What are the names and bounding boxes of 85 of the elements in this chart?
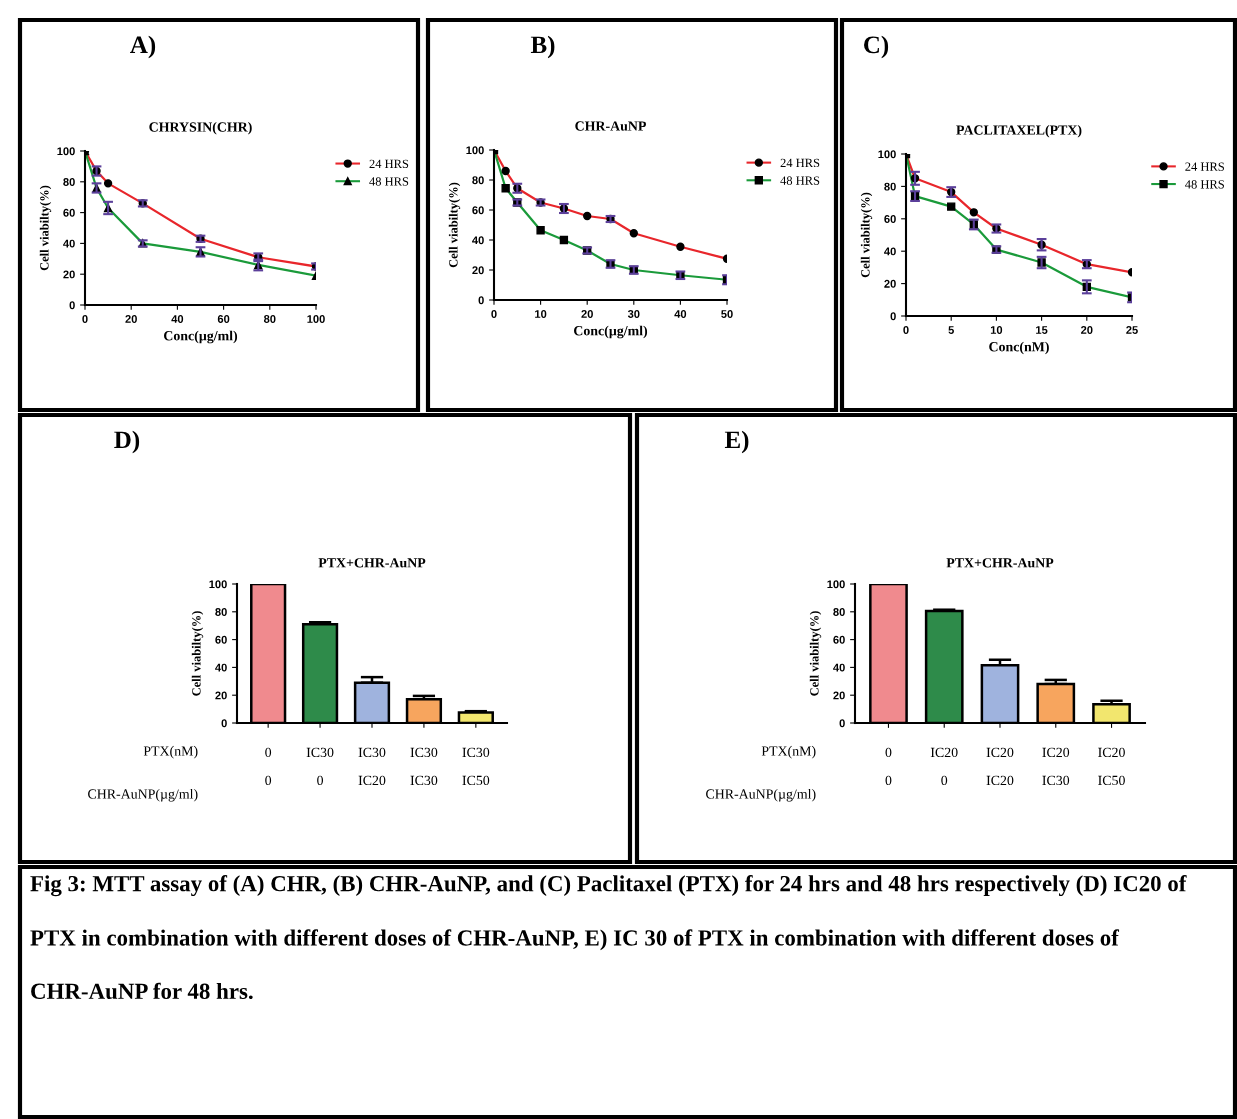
y-tick-label: 20 [215, 691, 227, 700]
category-label: IC30 0 [306, 747, 334, 786]
legend-label: 48 HRS [780, 176, 820, 185]
legend-label: 24 HRS [1185, 162, 1224, 171]
y-tick-label: 100 [209, 580, 227, 589]
x-tick-label: 100 [307, 315, 325, 323]
x-tick-label: 20 [581, 310, 593, 318]
y-tick-label: 100 [878, 150, 896, 159]
y-tick-label: 40 [833, 663, 845, 672]
category-label: 0 0 [265, 747, 272, 786]
y-tick-label: 40 [63, 239, 75, 248]
text: CHR-AuNP(µg/ml) [706, 788, 816, 802]
text: D) [114, 430, 140, 454]
y-tick-label: 40 [472, 236, 484, 245]
x-tick-label: 40 [171, 315, 184, 323]
chart-title: CHR-AuNP [575, 121, 646, 131]
x-tick-label: 20 [125, 315, 137, 323]
y-tick-label: 20 [472, 266, 484, 275]
y-tick-label: 60 [472, 206, 484, 215]
x-tick-label: 10 [990, 326, 1003, 334]
y-tick-label: 100 [57, 147, 75, 156]
category-label: IC20 0 [930, 747, 958, 786]
x-tick-label: 5 [948, 326, 954, 334]
x-tick-label: 50 [721, 310, 733, 318]
legend-label: 48 HRS [369, 177, 409, 186]
y-tick-label: 80 [884, 182, 896, 191]
y-axis-title: Cell viabilty(%) [448, 182, 461, 268]
x-axis-title: Conc(µg/ml) [574, 325, 648, 339]
y-tick-label: 100 [466, 146, 484, 155]
category-label: IC30 IC50 [462, 747, 490, 786]
y-tick-label: 40 [215, 663, 227, 672]
text: CHR-AuNP(µg/ml) [88, 788, 198, 802]
chart-title: PTX+CHR-AuNP [318, 558, 426, 568]
y-tick-label: 60 [215, 635, 227, 644]
x-tick-label: 15 [1036, 326, 1048, 334]
y-axis-title: Cell viabilty(%) [860, 192, 873, 278]
x-tick-label: 80 [263, 315, 276, 323]
y-tick-label: 60 [833, 635, 845, 644]
legend-label: 24 HRS [369, 159, 409, 169]
y-tick-label: 0 [839, 719, 845, 728]
y-tick-label: 20 [63, 270, 75, 279]
y-tick-label: 40 [884, 247, 896, 256]
x-tick-label: 40 [674, 310, 687, 318]
y-tick-label: 80 [215, 608, 227, 616]
text: PTX(nM) [143, 745, 198, 759]
legend-label: 48 HRS [1185, 180, 1224, 189]
y-axis-title: Cell viabilty(%) [191, 611, 204, 696]
x-tick-label: 30 [627, 310, 640, 318]
text: B) [530, 35, 555, 59]
category-label: 0 0 [885, 747, 892, 786]
text: E) [724, 430, 749, 454]
category-label: IC30 IC20 [358, 747, 386, 786]
x-tick-label: 10 [535, 310, 547, 318]
y-tick-label: 0 [478, 296, 484, 305]
legend-label: 24 HRS [780, 158, 820, 168]
y-tick-label: 60 [884, 215, 896, 223]
category-label: IC30 IC30 [410, 747, 438, 786]
y-axis-title: Cell viabilty(%) [39, 185, 52, 271]
x-tick-label: 20 [1081, 326, 1093, 334]
x-tick-label: 0 [491, 310, 497, 318]
chart-title: PTX+CHR-AuNP [946, 558, 1054, 568]
y-tick-label: 20 [884, 279, 896, 288]
text: A) [130, 35, 156, 59]
y-tick-label: 80 [472, 176, 484, 185]
chart-title: CHRYSIN(CHR) [149, 121, 252, 135]
y-axis-title: Cell viabilty(%) [809, 611, 822, 696]
text: C) [864, 35, 889, 59]
chart-title: PACLITAXEL(PTX) [956, 124, 1082, 138]
x-tick-label: 25 [1126, 326, 1138, 334]
category-label: IC20 IC50 [1098, 747, 1125, 786]
category-label: IC20 IC20 [986, 747, 1014, 786]
y-tick-label: 0 [69, 301, 75, 310]
x-tick-label: 0 [903, 326, 909, 334]
y-tick-label: 0 [221, 719, 227, 728]
category-label: IC20 IC30 [1042, 747, 1070, 786]
y-tick-label: 80 [833, 608, 845, 616]
y-tick-label: 20 [833, 691, 845, 700]
y-tick-label: 100 [827, 580, 845, 589]
y-tick-label: 60 [63, 208, 75, 217]
x-axis-title: Conc(nM) [989, 341, 1049, 355]
x-tick-label: 0 [82, 315, 88, 323]
x-axis-title: Conc(µg/ml) [164, 330, 238, 344]
text: Fig 3: MTT assay of (A) CHR, (B) CHR-AuNP, and (C) Paclitaxel (PTX) for 24 hrs and 48 hrs respectively (D) IC20 of PTX in combination with different doses of CHR-AuNP, E) IC 30 of PTX in combination with different doses of CHR-AuNP for 48 hrs. [30, 875, 1187, 1000]
y-tick-label: 80 [63, 178, 75, 186]
text: PTX(nM) [761, 745, 816, 759]
